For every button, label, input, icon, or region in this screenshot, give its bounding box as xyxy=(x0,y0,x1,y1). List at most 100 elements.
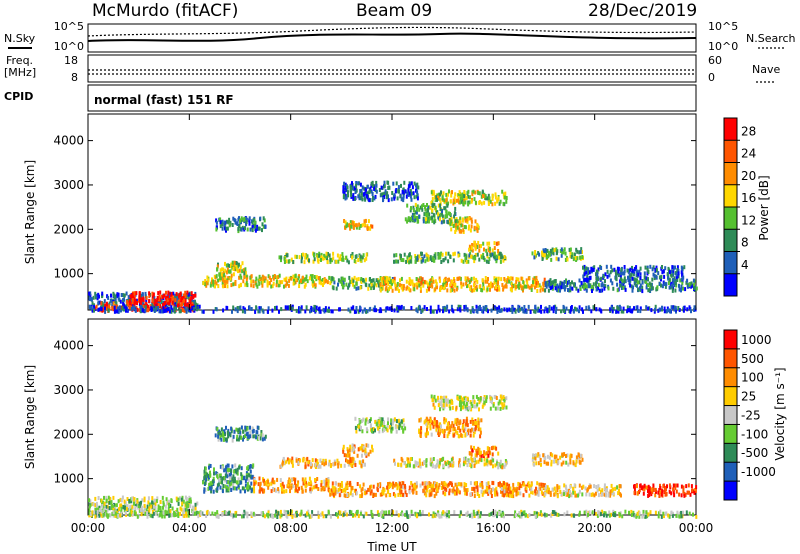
power-echo xyxy=(154,298,157,303)
velocity-echo xyxy=(473,512,476,517)
power-echo xyxy=(549,248,552,253)
velocity-echo xyxy=(630,509,633,514)
velocity-echo xyxy=(267,485,270,490)
power-echo xyxy=(301,255,303,260)
power-echo xyxy=(403,180,406,185)
power-echo xyxy=(258,281,261,286)
velocity-echo xyxy=(639,483,642,488)
power-echo xyxy=(116,306,119,311)
power-echo xyxy=(392,181,395,186)
power-echo xyxy=(431,203,434,208)
power-echo xyxy=(410,181,413,186)
power-echo xyxy=(266,283,269,288)
velocity-echo xyxy=(666,484,668,489)
velocity-echo xyxy=(501,483,504,488)
velocity-echo xyxy=(239,489,242,494)
velocity-echo xyxy=(399,490,402,495)
power-echo xyxy=(508,279,511,284)
power-echo xyxy=(419,281,422,286)
power-echo xyxy=(420,280,423,285)
power-echo xyxy=(418,283,421,288)
velocity-echo xyxy=(479,482,482,487)
power-echo xyxy=(290,276,293,281)
velocity-echo xyxy=(633,484,636,488)
velocity-echo xyxy=(619,512,622,517)
power-echo xyxy=(394,286,397,291)
power-echo xyxy=(461,193,464,198)
power-echo xyxy=(542,248,545,253)
power-echo xyxy=(484,305,487,309)
power-echo xyxy=(153,302,156,307)
velocity-echo xyxy=(442,485,445,490)
power-echo xyxy=(553,248,556,253)
power-echo xyxy=(160,309,163,314)
velocity-echo xyxy=(597,484,600,489)
power-echo xyxy=(126,300,129,305)
velocity-echo xyxy=(673,493,676,498)
power-echo xyxy=(686,278,689,283)
power-echo xyxy=(148,299,151,304)
velocity-echo xyxy=(191,510,194,515)
velocity-echo xyxy=(310,487,313,492)
velocity-echo xyxy=(608,510,611,515)
power-echo xyxy=(312,259,315,264)
velocity-echo xyxy=(490,511,493,516)
power-echo xyxy=(402,193,405,198)
velocity-echo xyxy=(502,512,505,517)
power-echo xyxy=(653,276,656,281)
power-echo xyxy=(669,309,672,314)
power-echo xyxy=(218,272,221,277)
velocity-echo xyxy=(176,507,179,512)
power-echo xyxy=(277,283,280,288)
power-echo xyxy=(578,278,581,283)
power-echo xyxy=(435,281,438,286)
power-echo xyxy=(473,240,476,245)
velocity-echo xyxy=(144,511,147,516)
power-echo xyxy=(224,277,227,282)
velocity-echo xyxy=(235,480,238,485)
power-echo xyxy=(510,288,513,293)
power-echo xyxy=(470,254,473,259)
velocity-echo xyxy=(404,485,407,490)
velocity-echo xyxy=(434,483,437,488)
power-echo xyxy=(413,214,416,219)
power-echo xyxy=(440,260,443,264)
velocity-echo xyxy=(142,509,145,514)
power-echo xyxy=(364,187,367,192)
power-echo xyxy=(671,283,673,288)
velocity-echo xyxy=(245,511,248,516)
power-echo xyxy=(183,308,186,313)
power-echo xyxy=(602,274,605,279)
power-echo xyxy=(248,218,251,223)
power-echo xyxy=(315,305,318,310)
power-echo xyxy=(383,191,386,196)
power-echo xyxy=(179,309,182,314)
power-echo xyxy=(672,278,675,282)
velocity-echo xyxy=(333,486,336,491)
power-echo xyxy=(339,279,342,284)
velocity-echo xyxy=(452,486,455,491)
velocity-echo xyxy=(435,491,438,496)
power-echo xyxy=(402,190,405,195)
velocity-echo xyxy=(222,484,225,488)
velocity-echo xyxy=(104,507,107,512)
velocity-echo xyxy=(503,489,506,494)
power-echo xyxy=(151,291,154,296)
power-echo xyxy=(139,305,142,309)
velocity-echo-region xyxy=(279,456,366,470)
velocity-echo xyxy=(241,514,243,519)
velocity-echo xyxy=(210,486,213,491)
power-echo xyxy=(547,254,550,259)
power-echo xyxy=(629,309,632,314)
velocity-echo xyxy=(185,507,188,512)
power-echo xyxy=(641,289,644,294)
power-echo xyxy=(566,257,569,262)
velocity-echo xyxy=(221,489,224,494)
velocity-echo xyxy=(377,512,380,517)
velocity-echo xyxy=(675,489,678,494)
power-echo xyxy=(407,218,410,222)
power-echo xyxy=(113,293,115,298)
velocity-echo xyxy=(118,507,121,512)
velocity-echo xyxy=(479,511,482,516)
